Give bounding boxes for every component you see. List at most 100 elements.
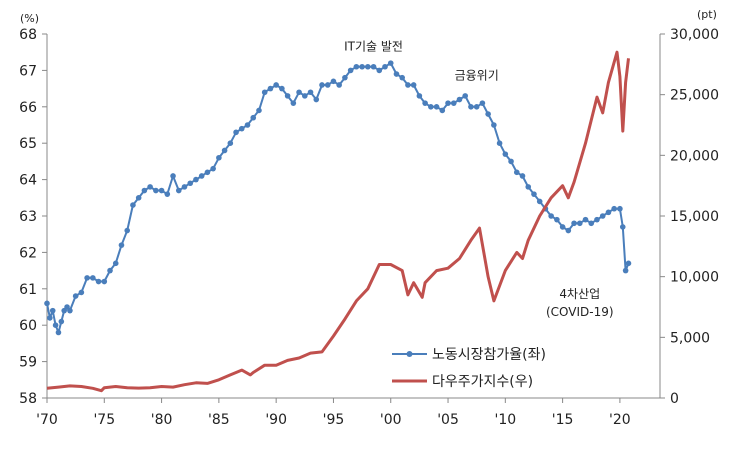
data-point	[594, 216, 600, 223]
data-point	[227, 140, 234, 146]
data-point	[49, 307, 56, 314]
data-point	[479, 100, 486, 106]
data-point	[141, 187, 148, 194]
data-point	[508, 158, 514, 165]
plot-area	[44, 50, 632, 393]
data-point	[605, 209, 612, 216]
left-tick-label: 61	[19, 282, 37, 298]
data-point	[393, 71, 400, 77]
data-point	[588, 220, 595, 227]
data-point	[221, 147, 228, 154]
data-point	[625, 260, 632, 267]
data-point	[565, 227, 572, 234]
data-point	[78, 289, 85, 296]
x-tick-label: '20	[609, 412, 631, 428]
data-point	[296, 89, 302, 96]
data-point	[416, 93, 423, 99]
x-tick-label: '80	[151, 412, 173, 428]
data-point	[84, 275, 90, 281]
data-point	[244, 122, 251, 128]
data-point	[52, 322, 59, 329]
right-tick-label: 25,000	[670, 88, 719, 104]
data-point	[261, 89, 268, 96]
data-point	[582, 216, 589, 223]
data-point	[302, 93, 308, 99]
data-point	[548, 213, 554, 219]
data-point	[290, 100, 297, 106]
data-point	[233, 129, 239, 136]
left-tick-label: 63	[19, 209, 37, 225]
data-point	[95, 278, 102, 285]
data-point	[422, 100, 428, 106]
right-tick-label: 15,000	[670, 209, 719, 225]
data-point	[147, 184, 153, 190]
data-point	[439, 107, 446, 114]
x-tick-label: '00	[380, 412, 402, 428]
x-tick-label: '15	[552, 412, 574, 428]
data-point	[187, 180, 194, 187]
data-point	[210, 165, 216, 172]
right-tick-label: 5,000	[670, 330, 710, 346]
x-tick-label: '05	[437, 412, 459, 428]
data-point	[58, 318, 65, 325]
data-point	[405, 82, 411, 88]
left-tick-label: 64	[19, 173, 37, 189]
data-point	[571, 220, 577, 227]
data-point	[279, 85, 285, 92]
annotation-label: IT기술 발전	[344, 39, 403, 53]
data-point	[445, 100, 451, 106]
data-point	[193, 176, 199, 183]
data-point	[90, 275, 96, 281]
data-point	[112, 260, 119, 267]
data-point	[324, 82, 331, 88]
annotation-label: (COVID-19)	[546, 305, 614, 319]
data-point	[204, 169, 211, 176]
data-point	[359, 63, 365, 70]
left-tick-label: 60	[19, 318, 37, 334]
series-dow-index	[46, 50, 630, 393]
data-point	[181, 184, 188, 190]
labor-participation-line	[46, 62, 630, 334]
chart-axes: (%) (pt) 58 59 60 61 62 63 64 65 66 67 68 0 5,000 10,00…	[19, 8, 719, 428]
data-point	[273, 82, 279, 88]
x-tick-label: '10	[494, 412, 516, 428]
legend-marker-labor-participation	[406, 351, 413, 357]
data-point	[175, 187, 182, 194]
x-tick-label: '95	[323, 412, 345, 428]
data-point	[468, 104, 474, 110]
data-point	[347, 67, 354, 74]
data-point	[198, 173, 205, 179]
data-point	[456, 96, 463, 103]
data-point	[399, 74, 405, 81]
data-point	[135, 195, 142, 201]
data-point	[164, 191, 171, 197]
data-point	[519, 173, 526, 179]
data-point	[370, 63, 377, 70]
data-point	[611, 205, 617, 212]
data-point	[513, 169, 520, 176]
legend: 노동시장참가율(좌) 다우주가지수(우)	[392, 347, 546, 390]
data-point	[428, 104, 434, 110]
data-point	[502, 151, 509, 157]
x-tick-label: '90	[265, 412, 287, 428]
annotation-label: 금융위기	[455, 69, 499, 83]
right-axis-unit: (pt)	[697, 8, 717, 21]
left-tick-label: 65	[19, 136, 37, 152]
left-tick-label: 68	[19, 27, 37, 43]
data-point	[72, 293, 79, 299]
data-point	[554, 216, 560, 223]
data-point	[462, 93, 469, 99]
data-point	[44, 300, 50, 307]
data-point	[107, 267, 113, 274]
data-point	[496, 140, 503, 146]
data-point	[382, 63, 388, 70]
left-tick-label: 66	[19, 100, 37, 116]
data-point	[284, 93, 291, 99]
data-point	[67, 307, 73, 314]
right-tick-label: 10,000	[670, 270, 719, 286]
left-tick-label: 67	[19, 63, 37, 79]
data-point	[55, 329, 62, 336]
data-point	[170, 173, 176, 179]
data-point	[559, 224, 566, 230]
